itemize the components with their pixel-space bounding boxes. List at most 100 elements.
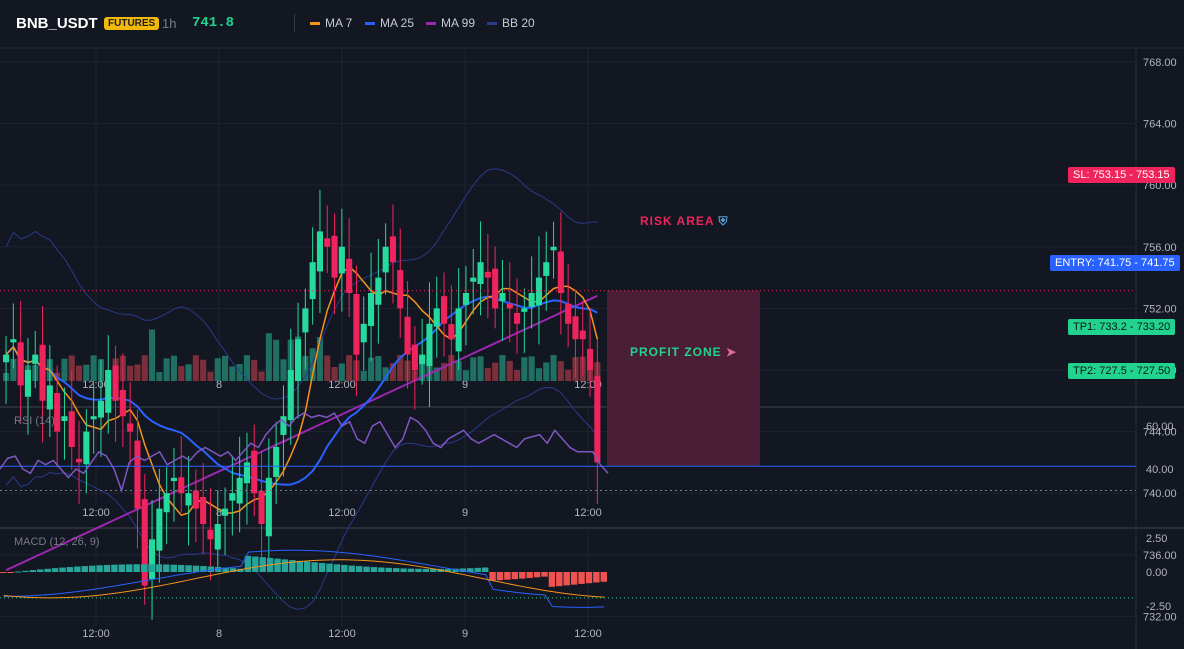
- candle-body: [324, 238, 331, 247]
- candle-body: [462, 293, 469, 305]
- tp2-level-label[interactable]: TP2: 727.5 - 727.50: [1068, 363, 1176, 379]
- legend-ma7[interactable]: MA 7: [310, 16, 352, 30]
- volume-bar: [535, 368, 542, 381]
- volume-bar: [273, 339, 280, 381]
- candle-body: [243, 462, 250, 484]
- macd-histogram-bar: [7, 572, 14, 573]
- volume-bar: [375, 356, 382, 381]
- macd-histogram-bar: [341, 564, 348, 572]
- volume-bar: [149, 329, 156, 381]
- candle-body: [309, 262, 316, 300]
- macd-histogram-bar: [252, 556, 259, 572]
- volume-bar: [506, 360, 513, 381]
- candle-body: [156, 508, 163, 551]
- candle-body: [200, 497, 207, 524]
- candle-body: [295, 339, 302, 382]
- volume-bar: [222, 355, 229, 381]
- candle-body: [594, 376, 601, 463]
- volume-bar: [83, 364, 90, 381]
- last-price: 741.8: [192, 15, 235, 31]
- macd-tick-label: 2.50: [1146, 533, 1167, 545]
- volume-bar: [499, 355, 506, 381]
- volume-bar: [251, 359, 258, 381]
- candle-body: [331, 235, 338, 278]
- macd-histogram-bar: [74, 566, 81, 572]
- volume-bar: [462, 370, 469, 381]
- macd-histogram-bar: [304, 561, 311, 572]
- legend-ma99[interactable]: MA 99: [426, 16, 475, 30]
- candle-body: [273, 447, 280, 477]
- macd-histogram-bar: [489, 572, 496, 581]
- volume-bar: [68, 355, 75, 381]
- volume-bar: [382, 367, 389, 381]
- price-tick-label: 768.00: [1143, 57, 1177, 69]
- bb20-swatch-icon: [487, 21, 497, 25]
- legend-ma25[interactable]: MA 25: [365, 16, 414, 30]
- macd-histogram-bar: [326, 563, 333, 572]
- candle-body: [170, 477, 177, 482]
- candle-body: [287, 370, 294, 421]
- volume-bar: [565, 369, 572, 381]
- bb20-upper-line: [5, 168, 598, 400]
- price-tick-label: 736.00: [1143, 550, 1177, 562]
- candle-body: [251, 450, 258, 494]
- macd-histogram-bar: [407, 568, 415, 572]
- time-tick-label: 12:00: [574, 507, 602, 519]
- price-tick-label: 732.00: [1143, 611, 1177, 623]
- time-tick-label: 8: [216, 507, 222, 519]
- volume-bar: [528, 356, 535, 381]
- candle-body: [119, 389, 126, 417]
- entry-level-label[interactable]: ENTRY: 741.75 - 741.75: [1050, 255, 1180, 271]
- tp1-level-label[interactable]: TP1: 733.2 - 733.20: [1068, 319, 1176, 335]
- risk-area-label: RISK AREA ⛨: [640, 214, 729, 228]
- symbol-name[interactable]: BNB_USDT: [16, 15, 98, 32]
- candle-body: [411, 344, 418, 370]
- macd-pane-title: MACD (12, 26, 9): [14, 536, 100, 548]
- candle-body: [24, 370, 31, 397]
- candle-body: [105, 370, 112, 413]
- macd-histogram-bar: [444, 568, 452, 572]
- macd-histogram-bar: [163, 564, 170, 572]
- price-tick-label: 752.00: [1143, 303, 1177, 315]
- candle-body: [514, 312, 521, 324]
- candle-body: [557, 251, 564, 293]
- volume-bar: [243, 355, 250, 381]
- shield-icon: ⛨: [718, 214, 729, 228]
- chart-header: BNB_USDT FUTURES 1h 741.8 MA 7 MA 25 MA …: [0, 0, 1184, 48]
- ma7-swatch-icon: [310, 21, 320, 25]
- macd-histogram-bar: [274, 558, 281, 572]
- volume-bar: [156, 372, 163, 381]
- candle-body: [499, 293, 506, 302]
- candle-body: [222, 508, 229, 516]
- macd-histogram-bar: [481, 567, 489, 572]
- candle-body: [477, 262, 484, 284]
- macd-histogram-bar: [51, 568, 59, 572]
- time-tick-label: 8: [216, 379, 222, 391]
- timeframe-label[interactable]: 1h: [162, 16, 177, 31]
- volume-bar: [470, 357, 477, 381]
- candle-body: [10, 339, 17, 343]
- volume-bar: [309, 348, 316, 381]
- volume-bar: [280, 359, 287, 381]
- macd-histogram-bar: [170, 564, 177, 572]
- macd-histogram-bar: [81, 566, 88, 572]
- sl-level-label[interactable]: SL: 753.15 - 753.15: [1068, 167, 1175, 183]
- price-tick-label: 760.00: [1143, 180, 1177, 192]
- macd-histogram-bar: [244, 555, 252, 572]
- legend-bb20[interactable]: BB 20: [487, 16, 535, 30]
- macd-histogram-bar: [192, 565, 200, 572]
- volume-bar: [90, 355, 97, 381]
- rsi-tick-label: 40.00: [1146, 464, 1174, 476]
- candle-body: [83, 431, 90, 465]
- volume-bar: [192, 355, 199, 381]
- macd-histogram-bar: [556, 572, 563, 587]
- volume-bar: [324, 355, 331, 381]
- volume-bar: [127, 365, 134, 381]
- macd-histogram-bar: [430, 568, 437, 572]
- candle-body: [90, 416, 97, 420]
- candle-body: [572, 316, 579, 340]
- candle-body: [68, 411, 75, 447]
- volume-bar: [360, 370, 367, 381]
- macd-histogram-bar: [289, 560, 296, 572]
